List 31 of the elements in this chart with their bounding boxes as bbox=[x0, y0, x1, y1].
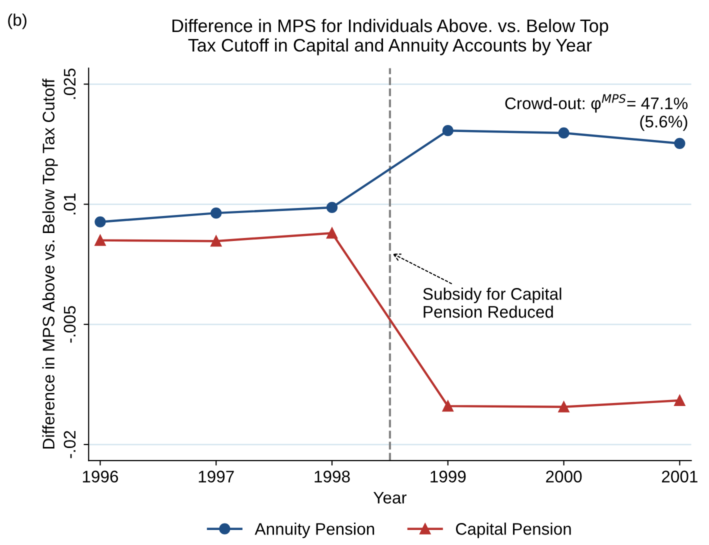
x-tick-label: 1997 bbox=[198, 470, 234, 482]
point bbox=[326, 202, 338, 214]
point bbox=[558, 401, 570, 412]
point bbox=[210, 236, 222, 247]
y-tick-label: -.02 bbox=[64, 430, 76, 458]
x-tick-label: 1996 bbox=[82, 470, 118, 482]
point bbox=[94, 234, 106, 246]
annotation: (5.6%) bbox=[640, 115, 688, 131]
y-tick-label: .01 bbox=[64, 193, 76, 214]
y-tick-label: .025 bbox=[64, 68, 76, 99]
legend-label: Annuity Pension bbox=[254, 522, 374, 538]
point bbox=[326, 228, 338, 239]
x-axis-title: Year bbox=[373, 492, 407, 504]
legend-label: Capital Pension bbox=[456, 522, 571, 538]
point bbox=[442, 125, 454, 136]
point bbox=[674, 138, 686, 149]
annotation: Crowd-out: φ$^{MPS}$= 47.1% bbox=[505, 94, 688, 113]
x-tick-label: 2000 bbox=[546, 470, 582, 482]
y-axis-title: Difference in MPS Above vs. Below Top Tax Cutoff bbox=[42, 78, 58, 449]
point bbox=[442, 400, 454, 412]
x-tick-label: 2001 bbox=[662, 470, 698, 482]
point bbox=[558, 127, 570, 139]
ref-line-label: Subsidy for Capital Pension Reduced bbox=[423, 288, 562, 318]
text: (b) bbox=[8, 14, 26, 30]
point bbox=[94, 216, 106, 228]
point bbox=[674, 394, 686, 406]
point bbox=[210, 208, 222, 219]
x-tick-label: 1999 bbox=[430, 470, 466, 482]
y-tick-label: -.005 bbox=[64, 306, 76, 343]
chart-title: Difference in MPS for Individuals Above. vs. Below Top Tax Cutoff in Capital and Annuity Accounts by Year bbox=[172, 18, 608, 56]
x-tick-label: 1998 bbox=[314, 470, 350, 482]
